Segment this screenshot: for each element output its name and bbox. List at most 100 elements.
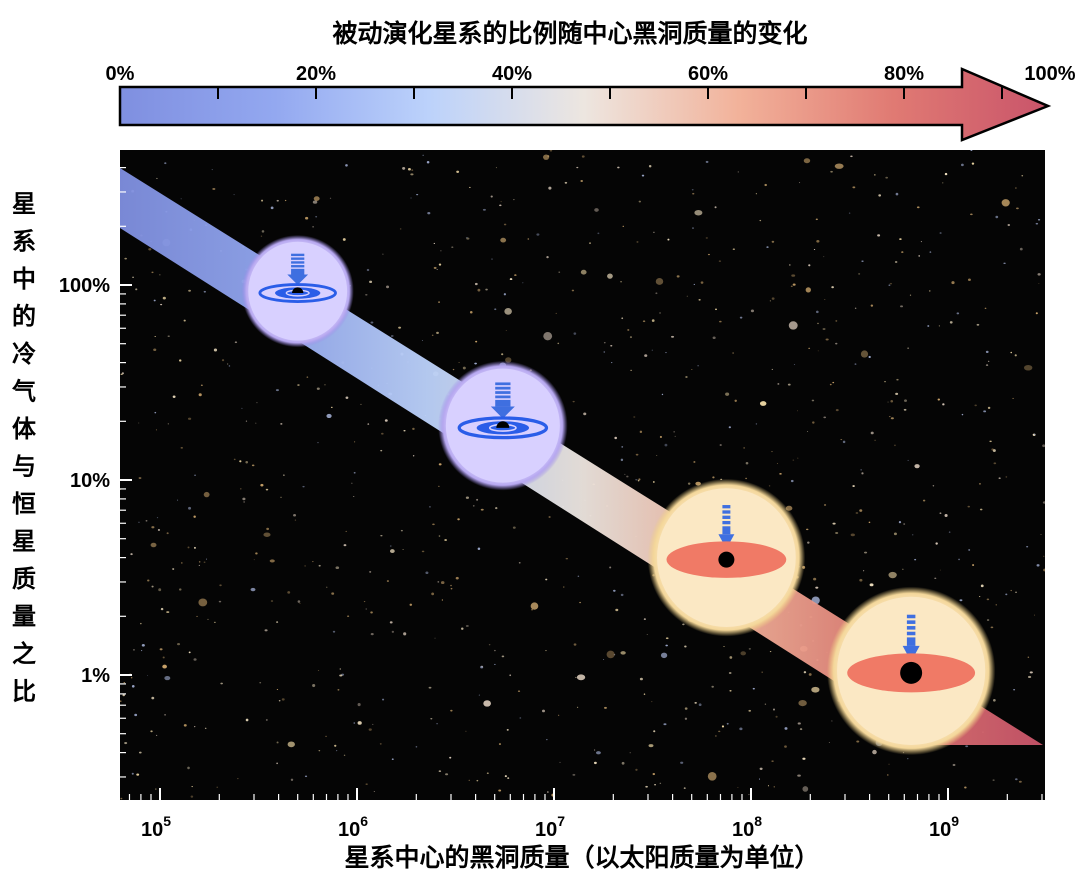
galaxy-dot — [194, 474, 196, 476]
galaxy-dot — [939, 569, 941, 571]
galaxy-dot — [1015, 591, 1017, 593]
galaxy-dot — [737, 786, 739, 788]
galaxy-dot — [700, 281, 704, 284]
galaxy-dot — [178, 588, 182, 591]
galaxy-dot — [823, 416, 827, 419]
galaxy-dot — [776, 463, 778, 464]
galaxy-dot — [769, 300, 772, 302]
galaxy-dot — [390, 334, 394, 338]
galaxy-dot — [986, 619, 990, 621]
galaxy-dot — [719, 320, 722, 323]
galaxy-dot — [607, 273, 613, 279]
galaxy-dot — [655, 292, 658, 295]
galaxy-dot — [342, 238, 346, 241]
galaxy-dot — [772, 708, 776, 711]
galaxy-dot — [686, 295, 688, 297]
galaxy-dot — [154, 411, 157, 414]
galaxy-dot — [213, 348, 218, 352]
x-tick-label: 106 — [338, 813, 368, 841]
galaxy-dot — [964, 786, 967, 789]
galaxy-dot — [1003, 262, 1006, 265]
galaxy-dot — [162, 296, 166, 300]
galaxy-dot — [766, 246, 769, 248]
galaxy-dot — [253, 559, 255, 561]
galaxy-dot — [643, 693, 646, 695]
galaxy-dot — [440, 250, 442, 252]
galaxy-dot — [576, 166, 579, 169]
galaxy-dot — [360, 403, 362, 405]
galaxy-dot — [410, 173, 414, 176]
galaxy-dot — [343, 544, 347, 547]
galaxy-dot — [190, 795, 194, 798]
galaxy-dot — [859, 509, 863, 512]
galaxy-dot — [153, 348, 157, 352]
galaxy-dot — [728, 672, 732, 674]
galaxy-dot — [269, 559, 275, 563]
galaxy-dot — [938, 325, 940, 327]
galaxy-dot — [898, 521, 902, 524]
galaxy-dot — [983, 410, 987, 413]
galaxy-dot — [807, 541, 810, 544]
galaxy-dot — [1040, 533, 1042, 535]
galaxy-dot — [909, 294, 912, 296]
galaxy-dot — [1005, 593, 1008, 596]
galaxy-dot — [995, 215, 999, 219]
galaxy-dot — [517, 690, 521, 692]
galaxy-dot — [629, 336, 632, 339]
galaxy-dot — [183, 724, 187, 727]
galaxy-dot — [579, 601, 582, 604]
galaxy-dot — [425, 571, 429, 575]
galaxy-dot — [370, 633, 374, 636]
galaxy-dot — [771, 451, 773, 453]
galaxy-dot — [264, 629, 268, 632]
galaxy-dot — [261, 199, 264, 202]
galaxy-dot — [256, 402, 258, 404]
galaxy-dot — [410, 197, 412, 199]
galaxy-dot — [177, 499, 179, 501]
galaxy-dot — [363, 600, 366, 603]
galaxy-dot — [237, 778, 239, 780]
galaxy-dot — [971, 162, 975, 165]
galaxy-dot — [698, 299, 701, 301]
galaxy-dot — [808, 673, 812, 676]
galaxy-dot — [188, 506, 192, 510]
galaxy-dot — [620, 458, 624, 462]
galaxy-dot — [428, 686, 432, 689]
galaxy-dot — [380, 449, 383, 452]
galaxy-dot — [685, 375, 688, 379]
galaxy-dot — [159, 648, 163, 651]
galaxy-dot — [987, 406, 991, 409]
galaxy-dot — [365, 783, 368, 785]
galaxy-dot — [899, 238, 902, 240]
galaxy-dot — [626, 475, 629, 478]
galaxy-dot — [653, 231, 655, 233]
galaxy-dot — [990, 626, 994, 629]
galaxy-dot — [752, 687, 755, 690]
galaxy-dot — [807, 431, 809, 432]
galaxy-dot — [499, 204, 502, 207]
galaxy-dot — [318, 750, 321, 752]
plot-area — [120, 150, 1045, 800]
galaxy-dot — [458, 361, 460, 363]
galaxy-dot — [907, 347, 910, 349]
galaxy-dot — [979, 596, 981, 598]
galaxy-dot — [732, 248, 735, 250]
galaxy-dot — [667, 238, 670, 241]
galaxy-dot — [334, 744, 337, 747]
galaxy-dot — [449, 756, 452, 759]
galaxy-dot — [172, 395, 176, 399]
galaxy-dot — [745, 462, 749, 465]
galaxy-dot — [465, 237, 468, 239]
galaxy-dot — [130, 553, 133, 556]
galaxy-dot — [265, 719, 268, 721]
galaxy-dot — [639, 430, 643, 434]
galaxy-dot — [501, 655, 505, 658]
galaxy-dot — [852, 485, 855, 488]
galaxy-dot — [180, 198, 182, 200]
galaxy-dot — [462, 366, 466, 370]
galaxy-dot — [476, 498, 479, 501]
galaxy-dot — [130, 677, 133, 679]
galaxy-dot — [141, 650, 143, 652]
galaxy-dot — [832, 381, 835, 384]
